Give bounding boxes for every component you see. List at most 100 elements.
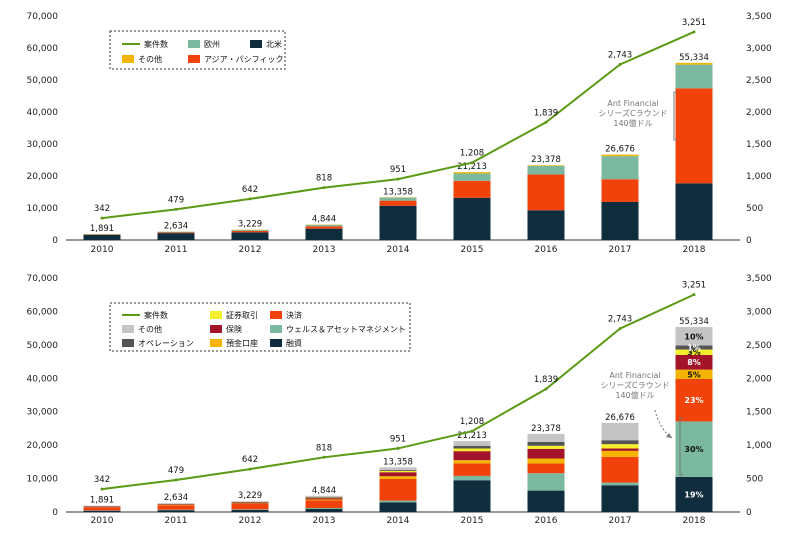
count-label: 2,743 — [608, 50, 632, 60]
bar-total-label: 4,844 — [312, 214, 336, 224]
bar-segment — [528, 491, 565, 512]
legend-swatch — [188, 40, 200, 48]
bar-segment — [676, 65, 713, 89]
bar-segment — [84, 507, 121, 508]
annotation-text: Ant Financial — [609, 371, 660, 380]
legend-label: 決済 — [286, 310, 302, 320]
count-label: 342 — [94, 204, 110, 214]
bar-segment — [306, 499, 343, 500]
y2-tick-label: 0 — [746, 236, 752, 246]
x-tick-label: 2015 — [461, 245, 484, 255]
x-tick-label: 2016 — [535, 245, 558, 255]
bar-segment — [454, 446, 491, 449]
bar-segment — [158, 232, 195, 233]
y2-tick-label: 3,000 — [746, 44, 772, 54]
y2-tick-label: 1,500 — [746, 140, 772, 150]
count-label: 642 — [242, 455, 258, 465]
count-point — [323, 456, 326, 459]
bar-segment — [676, 88, 713, 183]
count-label: 1,839 — [534, 108, 558, 118]
bar-segment — [232, 232, 269, 240]
count-label: 479 — [168, 195, 184, 205]
legend-swatch — [270, 325, 282, 333]
count-point — [101, 217, 104, 220]
legend-label: アジア・パシフィック — [204, 55, 284, 64]
bar-segment — [528, 166, 565, 175]
bar-total-label: 3,229 — [238, 491, 262, 501]
bar-segment — [454, 451, 491, 460]
annotation-text: 140億ドル — [613, 118, 652, 128]
count-point — [471, 430, 474, 433]
bar-segment — [306, 226, 343, 228]
y2-tick-label: 500 — [746, 475, 763, 485]
y-tick-label: 20,000 — [27, 172, 59, 182]
bar-segment — [306, 498, 343, 499]
count-label: 818 — [316, 174, 332, 184]
count-point — [175, 208, 178, 211]
bar-segment — [158, 232, 195, 233]
count-point — [545, 121, 548, 124]
bar-segment — [232, 231, 269, 232]
count-label: 1,208 — [460, 149, 484, 159]
legend-swatch — [270, 311, 282, 319]
bar-total-label: 13,358 — [383, 187, 413, 197]
count-label: 342 — [94, 475, 110, 485]
bar-segment — [454, 173, 491, 180]
chart-panel-1: 010,00020,00030,00040,00050,00060,00070,… — [27, 12, 773, 255]
y-tick-label: 70,000 — [27, 274, 59, 284]
bar-segment — [158, 505, 195, 509]
legend-label: その他 — [138, 54, 162, 64]
y-tick-label: 40,000 — [27, 374, 59, 384]
annotation-text: シリーズCラウンド — [598, 108, 667, 118]
bar-segment — [528, 210, 565, 240]
legend-label: 証券取引 — [226, 310, 258, 320]
bar-segment — [158, 503, 195, 504]
legend-swatch — [122, 325, 134, 333]
bar-total-label: 26,676 — [605, 145, 635, 155]
bar-segment — [602, 444, 639, 448]
y-tick-label: 50,000 — [27, 76, 59, 86]
bar-segment — [380, 502, 417, 512]
bar-total-label: 1,891 — [90, 224, 114, 234]
bar-segment — [602, 440, 639, 444]
y2-tick-label: 3,500 — [746, 12, 772, 22]
legend-swatch — [210, 311, 222, 319]
y-tick-label: 0 — [52, 236, 58, 246]
legend-swatch — [122, 339, 134, 347]
y-tick-label: 10,000 — [27, 204, 59, 214]
legend-label: ウェルス＆アセットマネジメント — [286, 325, 406, 334]
bar-segment — [528, 165, 565, 166]
x-tick-label: 2016 — [535, 516, 558, 526]
y-tick-label: 60,000 — [27, 44, 59, 54]
legend-label: その他 — [138, 324, 162, 334]
bar-total-label: 13,358 — [383, 457, 413, 467]
bar-segment — [306, 496, 343, 497]
bar-segment — [454, 480, 491, 512]
bar-segment — [158, 504, 195, 505]
x-tick-label: 2013 — [313, 245, 336, 255]
bar-segment — [158, 510, 195, 512]
bar-segment — [454, 460, 491, 463]
bar-segment — [232, 503, 269, 504]
bar-segment — [454, 441, 491, 446]
annotation-text: Ant Financial — [607, 99, 658, 108]
x-tick-label: 2018 — [683, 516, 706, 526]
bar-segment — [602, 483, 639, 486]
bar-segment — [380, 471, 417, 472]
bar-segment — [232, 502, 269, 503]
bar-segment — [380, 479, 417, 501]
bar-segment — [84, 235, 121, 240]
bar-segment — [602, 485, 639, 512]
count-point — [545, 388, 548, 391]
count-label: 818 — [316, 443, 332, 453]
y2-tick-label: 2,000 — [746, 374, 772, 384]
bar-segment — [454, 198, 491, 240]
legend-label: 案件数 — [144, 310, 168, 320]
bar-segment — [454, 172, 491, 173]
count-point — [101, 488, 104, 491]
legend-label: 保険 — [226, 324, 242, 334]
count-point — [619, 63, 622, 66]
bar-percent-label: 10% — [684, 332, 703, 341]
legend-swatch — [250, 40, 262, 48]
